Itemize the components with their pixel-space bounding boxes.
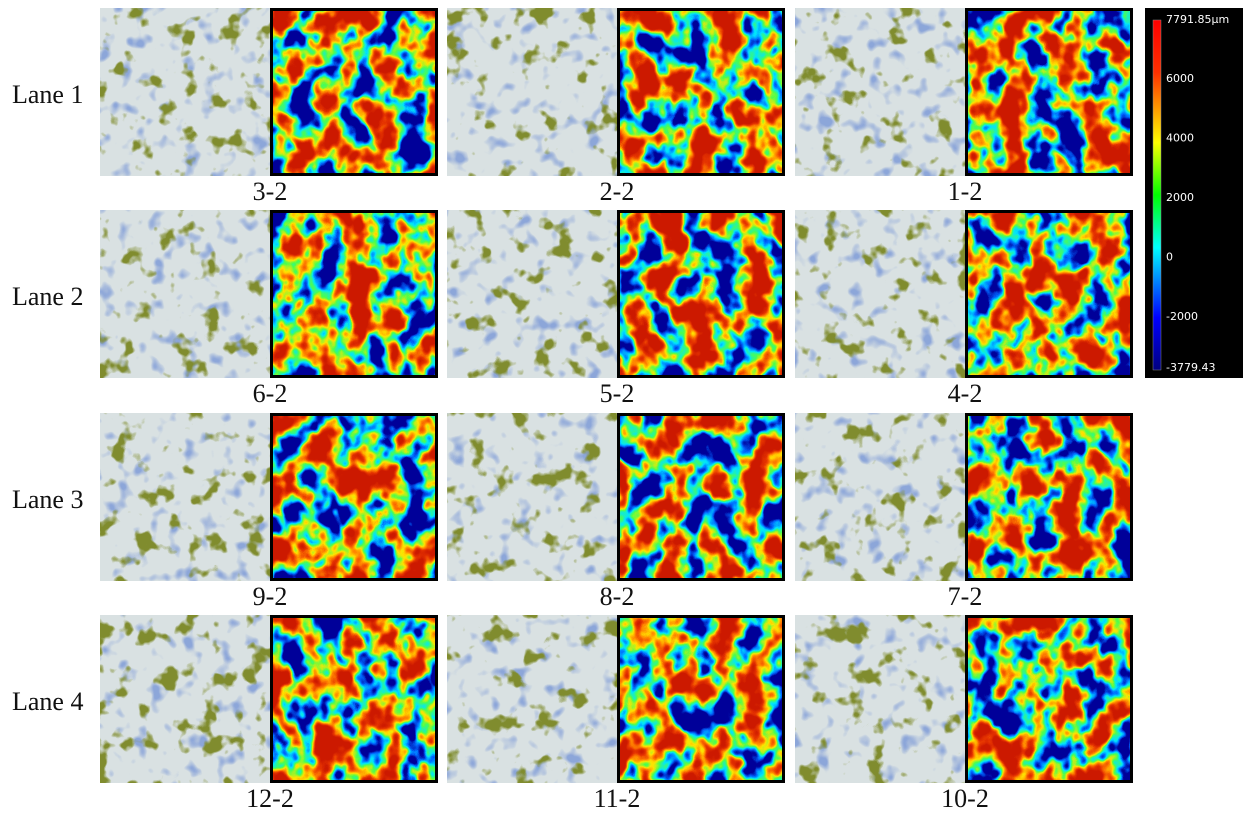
panel-caption: 9-2 (253, 582, 288, 611)
heightmap (968, 213, 1130, 375)
colorbar-tick-label: 4000 (1166, 132, 1194, 145)
photo (447, 615, 617, 783)
heightmap (968, 416, 1130, 578)
panel-caption: 7-2 (948, 582, 983, 611)
photo (795, 413, 965, 581)
photo (795, 8, 965, 176)
colorbar-tick-label: 2000 (1166, 191, 1194, 204)
panel-caption: 5-2 (600, 379, 635, 408)
photo (100, 210, 270, 378)
photo (100, 615, 270, 783)
panel-caption: 3-2 (253, 177, 288, 206)
panel-caption: 10-2 (941, 784, 989, 813)
heightmap (968, 618, 1130, 780)
colorbar-max: 7791.85µm (1166, 13, 1229, 26)
panel-caption: 2-2 (600, 177, 635, 206)
heightmap (968, 11, 1130, 173)
panel-caption: 6-2 (253, 379, 288, 408)
heightmap (620, 213, 782, 375)
photo (447, 210, 617, 378)
colorbar-tick-label: 6000 (1166, 72, 1194, 85)
heightmap (273, 11, 435, 173)
heightmap (620, 618, 782, 780)
panel-caption: 1-2 (948, 177, 983, 206)
heightmap (273, 213, 435, 375)
lane-label: Lane 2 (12, 282, 83, 311)
colorbar-background (1145, 8, 1243, 378)
panel-caption: 11-2 (594, 784, 641, 813)
colorbar-tick-label: 0 (1166, 251, 1173, 264)
panel-caption: 4-2 (948, 379, 983, 408)
colorbar-min: -3779.43 (1166, 361, 1215, 374)
lane-label: Lane 4 (12, 687, 83, 716)
photo (795, 615, 965, 783)
panel-caption: 8-2 (600, 582, 635, 611)
heightmap (273, 618, 435, 780)
colorbar (1152, 19, 1162, 371)
photo (447, 413, 617, 581)
photo (447, 8, 617, 176)
panel-caption: 12-2 (246, 784, 294, 813)
heightmap (620, 416, 782, 578)
photo (795, 210, 965, 378)
heightmap (620, 11, 782, 173)
lane-label: Lane 3 (12, 485, 83, 514)
lane-label: Lane 1 (12, 80, 83, 109)
colorbar-tick-label: -2000 (1166, 310, 1198, 323)
photo (100, 413, 270, 581)
heightmap (273, 416, 435, 578)
photo (100, 8, 270, 176)
